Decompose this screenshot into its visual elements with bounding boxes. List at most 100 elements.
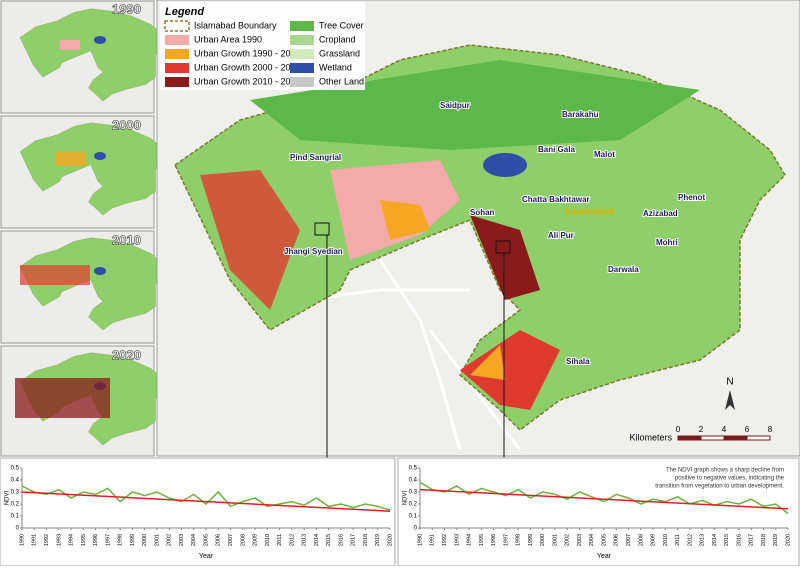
x-tick-label: 2005 — [601, 534, 607, 546]
x-tick-label: 2001 — [154, 534, 160, 546]
legend-swatch — [290, 77, 314, 87]
x-tick-label: 2016 — [338, 534, 344, 546]
x-axis-label: Year — [597, 553, 612, 560]
thumb-year: 2000 — [112, 117, 141, 132]
y-tick-label: 0.4 — [11, 478, 20, 484]
place: Pind Sangrial — [290, 153, 341, 162]
place: Mohri — [656, 238, 678, 247]
x-tick-label: 2013 — [302, 534, 308, 546]
x-tick-label: 2001 — [552, 534, 558, 546]
place: Barakahu — [562, 110, 599, 119]
chart-panel — [397, 457, 800, 567]
place: Phenot — [678, 193, 705, 202]
x-tick-label: 2010 — [265, 534, 271, 546]
sample-box — [314, 222, 330, 236]
annotation: positive to negative values, indicating … — [675, 476, 785, 482]
x-tick-label: 2005 — [203, 534, 209, 546]
x-tick-label: 2015 — [326, 534, 332, 546]
y-tick-label: 0.2 — [409, 502, 418, 508]
x-tick-label: 1990 — [417, 534, 423, 546]
x-tick-label: 2020 — [785, 534, 791, 546]
x-tick-label: 1998 — [516, 534, 522, 546]
sample-box — [495, 240, 511, 254]
wetland — [483, 153, 527, 177]
x-tick-label: 2009 — [651, 534, 657, 546]
urban-growth — [470, 345, 505, 380]
x-tick-label: 2006 — [216, 534, 222, 546]
urban-growth — [460, 330, 560, 410]
y-tick-label: 0.5 — [11, 466, 20, 472]
main-map: Saidpur Barakahu Bani Gala Malot Pind Sa… — [156, 0, 800, 458]
y-tick-label: 0.1 — [409, 514, 418, 520]
x-tick-label: 2018 — [761, 534, 767, 546]
y-tick-label: 0 — [16, 526, 20, 532]
legend-label: Cropland — [319, 34, 356, 44]
x-axis-label: Year — [199, 553, 214, 560]
thumb-3 — [0, 230, 167, 344]
place: Darwala — [608, 265, 639, 274]
x-tick-label: 2019 — [375, 534, 381, 546]
urban-growth — [200, 170, 300, 310]
north-label: N — [726, 377, 733, 388]
legend-swatch — [164, 20, 190, 32]
thumb-4 — [0, 345, 167, 457]
series-line — [21, 491, 391, 512]
places: Saidpur Barakahu Bani Gala Malot Pind Sa… — [283, 100, 706, 367]
place: Jhangi Syedian — [284, 247, 343, 256]
legend-swatch — [165, 35, 189, 45]
urban-growth — [380, 200, 430, 240]
place: Sohan — [470, 208, 495, 217]
y-tick-label: 0.4 — [409, 478, 418, 484]
x-tick-label: 2017 — [351, 534, 357, 546]
legend-label: Urban Area 1990 — [194, 34, 262, 44]
x-tick-label: 2007 — [228, 534, 234, 546]
thumb-1 — [0, 0, 167, 114]
x-tick-label: 1994 — [467, 534, 473, 546]
x-tick-label: 1999 — [528, 534, 534, 546]
x-tick-label: 2016 — [736, 534, 742, 546]
y-axis-label: NDVI — [403, 491, 409, 506]
x-tick-label: 2007 — [626, 534, 632, 546]
legend-box — [160, 2, 365, 90]
x-tick-label: 1990 — [19, 534, 25, 546]
scale-bar: Kilometers 0 2 4 6 8 — [629, 425, 772, 442]
place: Malot — [594, 150, 615, 159]
x-tick-label: 1996 — [491, 534, 497, 546]
y-tick-label: 0.3 — [409, 490, 418, 496]
north-arrow — [725, 390, 735, 410]
place: Bani Gala — [538, 145, 575, 154]
x-tick-label: 1998 — [118, 534, 124, 546]
legend-label: Tree Cover — [319, 20, 364, 30]
y-tick-label: 0.5 — [409, 466, 418, 472]
legend-title: Legend — [165, 6, 204, 18]
x-tick-label: 2011 — [675, 534, 681, 546]
legend-label: Urban Growth 1990 - 2000 — [194, 48, 301, 58]
legend-swatch — [290, 63, 314, 73]
x-tick-label: 2000 — [540, 534, 546, 546]
x-tick-label: 2000 — [142, 534, 148, 546]
thumbnails: 1990 2000 2010 2020 — [0, 0, 167, 457]
x-tick-label: 2017 — [749, 534, 755, 546]
x-tick-label: 2012 — [289, 534, 295, 546]
scale-segment — [700, 435, 725, 441]
place: Sihala — [566, 357, 590, 366]
legend-label: Wetland — [319, 62, 352, 72]
scale-segment — [746, 435, 771, 441]
x-tick-label: 1997 — [105, 534, 111, 546]
series-line — [419, 488, 789, 510]
legend-swatch — [290, 49, 314, 59]
x-tick-label: 2015 — [724, 534, 730, 546]
legend-label: Urban Growth 2000 - 2010 — [194, 62, 301, 72]
chart-panel — [0, 457, 396, 567]
legend-swatch — [290, 21, 314, 31]
x-tick-label: 1997 — [503, 534, 509, 546]
x-tick-label: 2020 — [387, 534, 393, 546]
x-tick-label: 2009 — [253, 534, 259, 546]
x-tick-label: 2003 — [577, 534, 583, 546]
city-label: Islamabad — [565, 207, 615, 218]
x-tick-label: 2019 — [773, 534, 779, 546]
thumb-year: 1990 — [112, 1, 141, 16]
legend-swatch — [290, 35, 314, 45]
x-tick-label: 1994 — [69, 534, 75, 546]
